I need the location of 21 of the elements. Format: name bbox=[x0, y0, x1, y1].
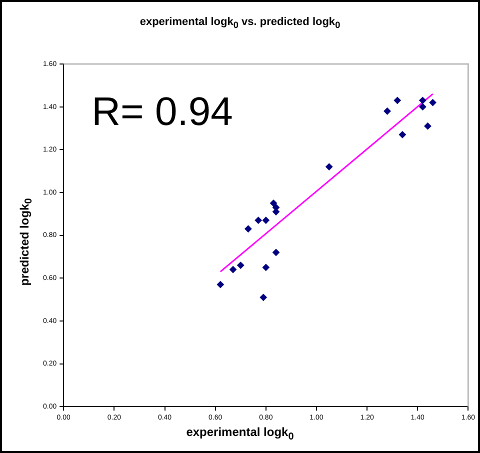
annotation: R= 0.94 bbox=[92, 90, 233, 134]
point bbox=[262, 264, 270, 271]
point bbox=[398, 131, 406, 138]
point bbox=[394, 96, 401, 104]
point bbox=[419, 96, 426, 104]
point bbox=[270, 200, 277, 207]
point bbox=[260, 294, 267, 301]
chart-title: experimental logk$_{0}$ vs. predicted logk$_{0}$ bbox=[138, 16, 342, 30]
point bbox=[384, 108, 391, 115]
point bbox=[254, 216, 262, 224]
point bbox=[419, 103, 426, 110]
point bbox=[424, 122, 432, 130]
point bbox=[216, 281, 224, 288]
point bbox=[230, 266, 237, 274]
point bbox=[237, 262, 244, 269]
point bbox=[429, 99, 436, 106]
point bbox=[326, 163, 333, 170]
point bbox=[262, 216, 270, 224]
point bbox=[272, 248, 280, 256]
x-axis-title: experimental logk$_{0}$ bbox=[185, 425, 295, 442]
point bbox=[244, 225, 252, 232]
